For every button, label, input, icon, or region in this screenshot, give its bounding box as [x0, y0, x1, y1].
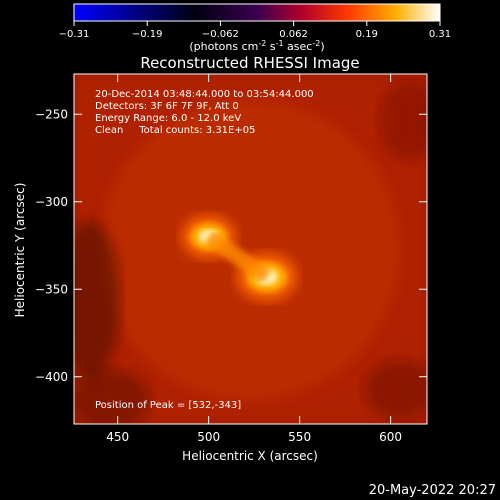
y-tick-label: −400	[35, 370, 68, 384]
y-tick-label: −350	[35, 282, 68, 296]
peak-position-label: Position of Peak = [532,-343]	[95, 400, 241, 411]
flare-sources	[181, 215, 297, 301]
colorbar-ticks: −0.31 −0.19 −0.062 0.062 0.19 0.31	[59, 21, 451, 40]
x-axis-label: Heliocentric X (arcsec)	[182, 449, 318, 463]
footer-date: 20-May-2022 20:27	[369, 483, 496, 498]
y-tick-label: −250	[35, 107, 68, 121]
colorbar-unit-label: (photons cm-2 s-1 asec-2)	[189, 39, 324, 53]
annotation-block: 20-Dec-2014 03:48:44.000 to 03:54:44.000…	[95, 89, 314, 136]
plot-frame	[73, 73, 428, 425]
x-tick-label: 450	[106, 430, 129, 444]
colorbar-tick-label: −0.19	[132, 29, 163, 40]
colorbar-gradient	[73, 3, 441, 22]
heatmap-image	[74, 74, 427, 424]
colorbar-tick-label: 0.062	[279, 29, 308, 40]
annotation-line: Detectors: 3F 6F 7F 9F, Att 0	[95, 101, 239, 112]
colorbar-tick-label: 0.31	[429, 29, 451, 40]
colorbar-tick-label: 0.19	[356, 29, 378, 40]
y-tick-label: −300	[35, 195, 68, 209]
colorbar-tick-label: −0.062	[202, 29, 239, 40]
colorbar-tick-label: −0.31	[59, 29, 90, 40]
source-bridge	[204, 230, 272, 284]
y-axis-ticks: −250 −300 −350 −400	[35, 107, 427, 384]
annotation-line: Energy Range: 6.0 - 12.0 keV	[95, 113, 241, 124]
colorbar: −0.31 −0.19 −0.062 0.062 0.19 0.31 (photons c…	[59, 3, 451, 53]
annotation-line: Clean Total counts: 3.31E+05	[95, 125, 255, 136]
x-tick-label: 600	[379, 430, 402, 444]
x-tick-label: 550	[288, 430, 311, 444]
x-tick-label: 500	[197, 430, 220, 444]
y-axis-label: Heliocentric Y (arcsec)	[13, 183, 27, 318]
annotation-line: 20-Dec-2014 03:48:44.000 to 03:54:44.000	[95, 89, 314, 100]
chart-title: Reconstructed RHESSI Image	[140, 54, 359, 72]
x-axis-ticks: 450 500 550 600	[106, 74, 402, 444]
